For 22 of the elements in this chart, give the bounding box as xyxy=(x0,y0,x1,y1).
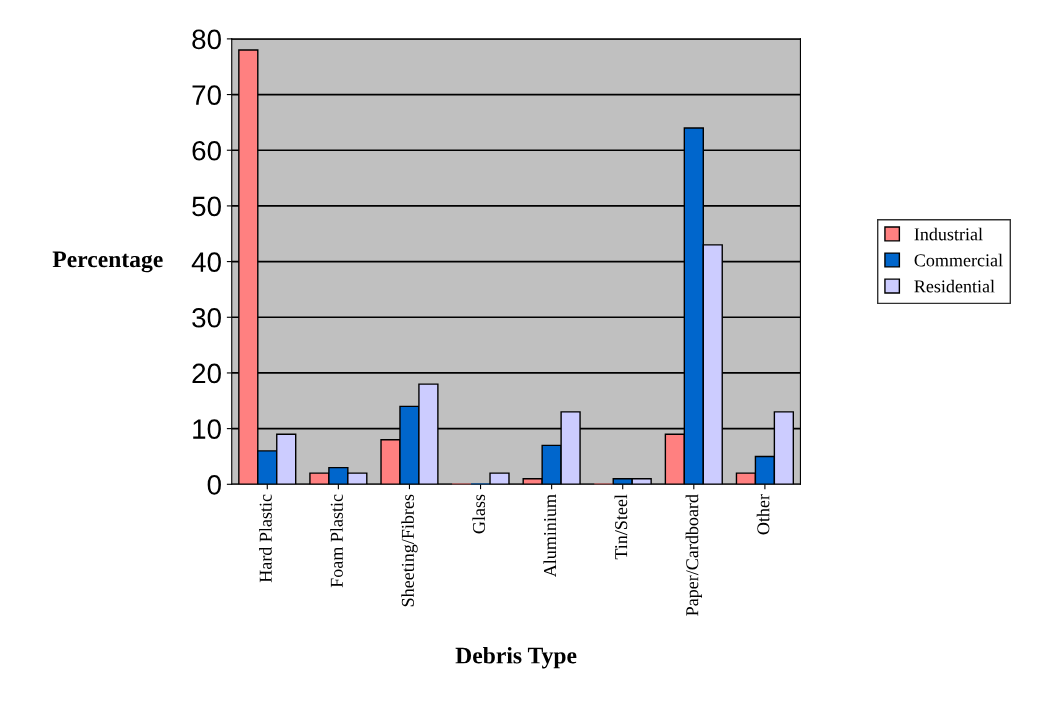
y-tick-label: 50 xyxy=(192,196,221,217)
y-tick-label: 20 xyxy=(192,363,221,384)
y-tick-label: 70 xyxy=(192,85,221,105)
x-tick-label: Aluminium xyxy=(543,494,557,578)
y-tick-label: 10 xyxy=(193,419,221,439)
y-tick-label: 80 xyxy=(192,29,221,50)
legend-label: Commercial xyxy=(914,253,1003,267)
x-tick-label: Glass xyxy=(472,494,486,534)
y-tick-label: 0 xyxy=(207,474,221,495)
x-tick-label: Other xyxy=(756,494,770,535)
legend-label: Residential xyxy=(914,279,995,293)
legend-label: Industrial xyxy=(914,227,983,241)
x-tick-label: Hard Plastic xyxy=(259,494,272,583)
y-tick-label: 30 xyxy=(192,307,221,328)
x-tick-label: Foam Plastic xyxy=(330,494,343,588)
x-tick-label: Tin/Steel xyxy=(614,494,628,560)
y-axis-title: Percentage xyxy=(52,251,163,273)
y-tick-label: 40 xyxy=(191,252,221,272)
x-tick-label: Paper/Cardboard xyxy=(685,494,702,616)
y-tick-label: 60 xyxy=(192,140,221,161)
x-axis-title: Debris Type xyxy=(455,646,577,669)
x-tick-label: Sheeting/Fibres xyxy=(401,494,418,607)
